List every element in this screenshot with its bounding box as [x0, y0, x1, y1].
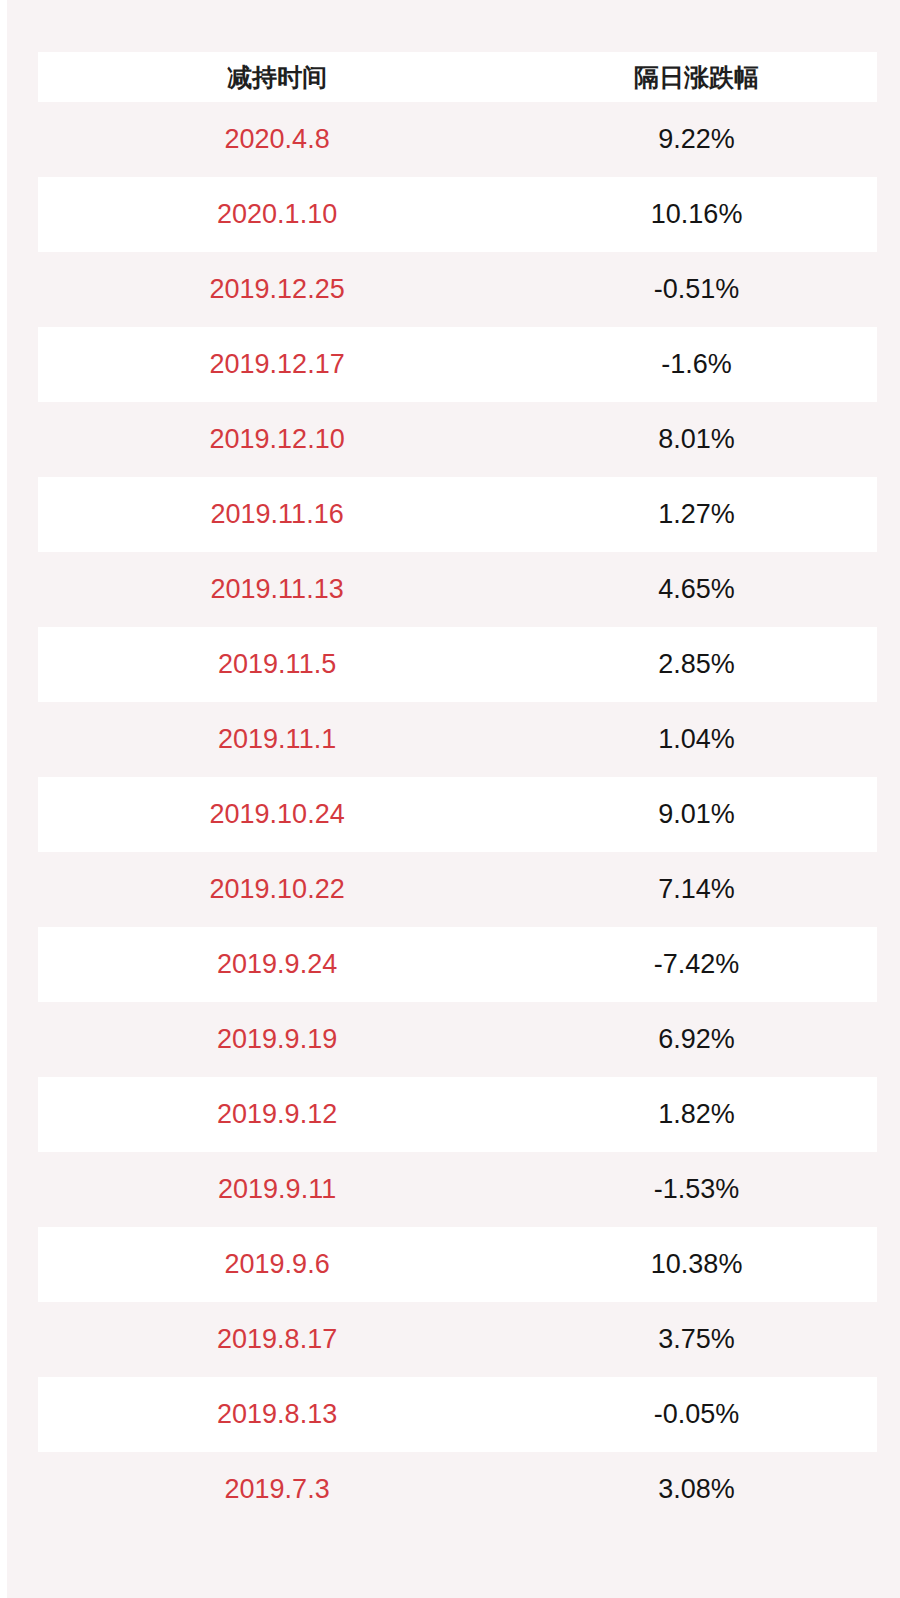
table-row: 2019.9.610.38%: [38, 1227, 877, 1302]
change-cell: 1.04%: [516, 724, 877, 755]
table-row: 2019.9.11-1.53%: [38, 1152, 877, 1227]
date-cell: 2019.8.17: [38, 1324, 516, 1355]
date-cell: 2019.9.12: [38, 1099, 516, 1130]
change-cell: 4.65%: [516, 574, 877, 605]
table-row: 2019.11.161.27%: [38, 477, 877, 552]
table-body: 2020.4.89.22%2020.1.1010.16%2019.12.25-0…: [38, 102, 877, 1527]
reduction-history-table: 减持时间 隔日涨跌幅 2020.4.89.22%2020.1.1010.16%2…: [38, 52, 877, 1527]
change-cell: 10.16%: [516, 199, 877, 230]
date-cell: 2019.11.16: [38, 499, 516, 530]
date-cell: 2019.12.17: [38, 349, 516, 380]
change-cell: 2.85%: [516, 649, 877, 680]
table-row: 2019.11.52.85%: [38, 627, 877, 702]
change-cell: 9.01%: [516, 799, 877, 830]
page-left-edge-strip: [0, 0, 7, 1598]
date-cell: 2019.8.13: [38, 1399, 516, 1430]
change-cell: 8.01%: [516, 424, 877, 455]
table-row: 2019.11.134.65%: [38, 552, 877, 627]
change-cell: 9.22%: [516, 124, 877, 155]
date-cell: 2019.9.24: [38, 949, 516, 980]
table-row: 2019.10.227.14%: [38, 852, 877, 927]
table-row: 2019.12.17-1.6%: [38, 327, 877, 402]
change-cell: 7.14%: [516, 874, 877, 905]
table-row: 2019.7.33.08%: [38, 1452, 877, 1527]
table-row: 2020.4.89.22%: [38, 102, 877, 177]
change-cell: 6.92%: [516, 1024, 877, 1055]
change-cell: 10.38%: [516, 1249, 877, 1280]
date-cell: 2019.9.19: [38, 1024, 516, 1055]
date-cell: 2020.1.10: [38, 199, 516, 230]
table-row: 2019.11.11.04%: [38, 702, 877, 777]
change-cell: -1.53%: [516, 1174, 877, 1205]
header-next-day-change: 隔日涨跌幅: [516, 61, 877, 94]
table-row: 2019.12.108.01%: [38, 402, 877, 477]
table-row: 2019.12.25-0.51%: [38, 252, 877, 327]
date-cell: 2019.11.1: [38, 724, 516, 755]
date-cell: 2019.10.24: [38, 799, 516, 830]
table-row: 2019.9.196.92%: [38, 1002, 877, 1077]
date-cell: 2019.10.22: [38, 874, 516, 905]
table-row: 2019.8.173.75%: [38, 1302, 877, 1377]
date-cell: 2019.9.6: [38, 1249, 516, 1280]
table-row: 2019.9.121.82%: [38, 1077, 877, 1152]
date-cell: 2020.4.8: [38, 124, 516, 155]
table-row: 2019.9.24-7.42%: [38, 927, 877, 1002]
date-cell: 2019.11.13: [38, 574, 516, 605]
change-cell: -0.51%: [516, 274, 877, 305]
header-reduction-date: 减持时间: [38, 61, 516, 94]
date-cell: 2019.9.11: [38, 1174, 516, 1205]
change-cell: 3.08%: [516, 1474, 877, 1505]
table-row: 2019.10.249.01%: [38, 777, 877, 852]
table-row: 2020.1.1010.16%: [38, 177, 877, 252]
table-header-row: 减持时间 隔日涨跌幅: [38, 52, 877, 102]
table-row: 2019.8.13-0.05%: [38, 1377, 877, 1452]
date-cell: 2019.12.10: [38, 424, 516, 455]
change-cell: -7.42%: [516, 949, 877, 980]
change-cell: 1.27%: [516, 499, 877, 530]
change-cell: 1.82%: [516, 1099, 877, 1130]
change-cell: -1.6%: [516, 349, 877, 380]
change-cell: -0.05%: [516, 1399, 877, 1430]
change-cell: 3.75%: [516, 1324, 877, 1355]
date-cell: 2019.12.25: [38, 274, 516, 305]
date-cell: 2019.11.5: [38, 649, 516, 680]
date-cell: 2019.7.3: [38, 1474, 516, 1505]
